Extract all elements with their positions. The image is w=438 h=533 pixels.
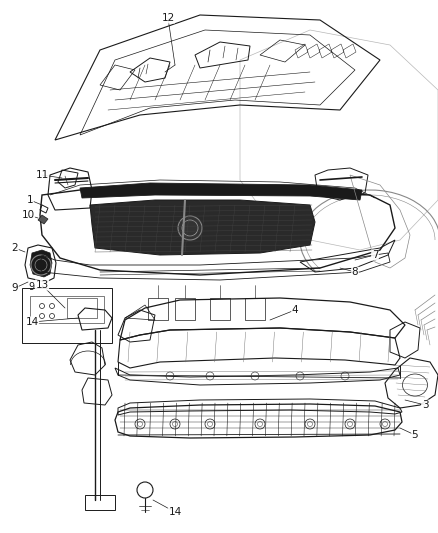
Text: 9: 9	[12, 283, 18, 293]
Text: 13: 13	[35, 280, 49, 290]
Polygon shape	[38, 215, 48, 224]
Polygon shape	[30, 250, 52, 277]
Text: 5: 5	[412, 430, 418, 440]
Text: 3: 3	[422, 400, 428, 410]
Text: 1: 1	[27, 195, 33, 205]
Text: 14: 14	[25, 317, 39, 327]
Text: 14: 14	[168, 507, 182, 517]
Text: 4: 4	[292, 305, 298, 315]
Text: 12: 12	[161, 13, 175, 23]
Polygon shape	[90, 200, 315, 255]
Polygon shape	[80, 183, 362, 200]
Text: 10: 10	[21, 210, 35, 220]
Text: 11: 11	[35, 170, 49, 180]
Circle shape	[178, 216, 202, 240]
Text: 9: 9	[28, 282, 34, 292]
Text: 7: 7	[372, 250, 378, 260]
Text: 2: 2	[12, 243, 18, 253]
Text: 8: 8	[352, 267, 358, 277]
